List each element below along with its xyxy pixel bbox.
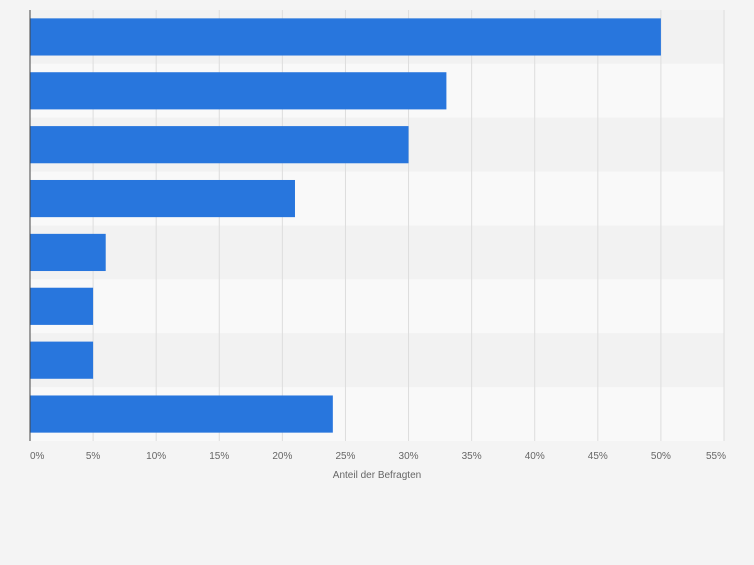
x-tick-label: 50% xyxy=(651,451,671,462)
x-tick-labels: 0% 5% 10% 15% 20% 25% 30% 35% 40% 45% 50% 55% xyxy=(30,451,726,462)
x-tick-label: 35% xyxy=(462,451,482,462)
bar[interactable] xyxy=(30,72,447,110)
x-tick-label: 30% xyxy=(399,451,419,462)
row-band xyxy=(30,333,724,388)
bar[interactable] xyxy=(30,126,409,164)
x-tick-label: 0% xyxy=(30,451,45,462)
row-band xyxy=(30,279,724,334)
x-tick-label: 5% xyxy=(86,451,101,462)
bar[interactable] xyxy=(30,233,106,272)
bar[interactable] xyxy=(30,179,295,218)
bar[interactable] xyxy=(30,341,94,379)
row-band xyxy=(30,225,724,280)
bar[interactable] xyxy=(30,395,333,433)
x-tick-label: 25% xyxy=(335,451,355,462)
x-tick-label: 45% xyxy=(588,451,608,462)
bar[interactable] xyxy=(30,287,94,325)
bar[interactable] xyxy=(30,18,661,56)
x-tick-label: 40% xyxy=(525,451,545,462)
x-axis-title: Anteil der Befragten xyxy=(333,470,421,481)
bars xyxy=(30,18,661,433)
x-tick-label: 55% xyxy=(706,451,726,462)
x-tick-label: 10% xyxy=(146,451,166,462)
x-tick-label: 20% xyxy=(272,451,292,462)
x-tick-label: 15% xyxy=(209,451,229,462)
